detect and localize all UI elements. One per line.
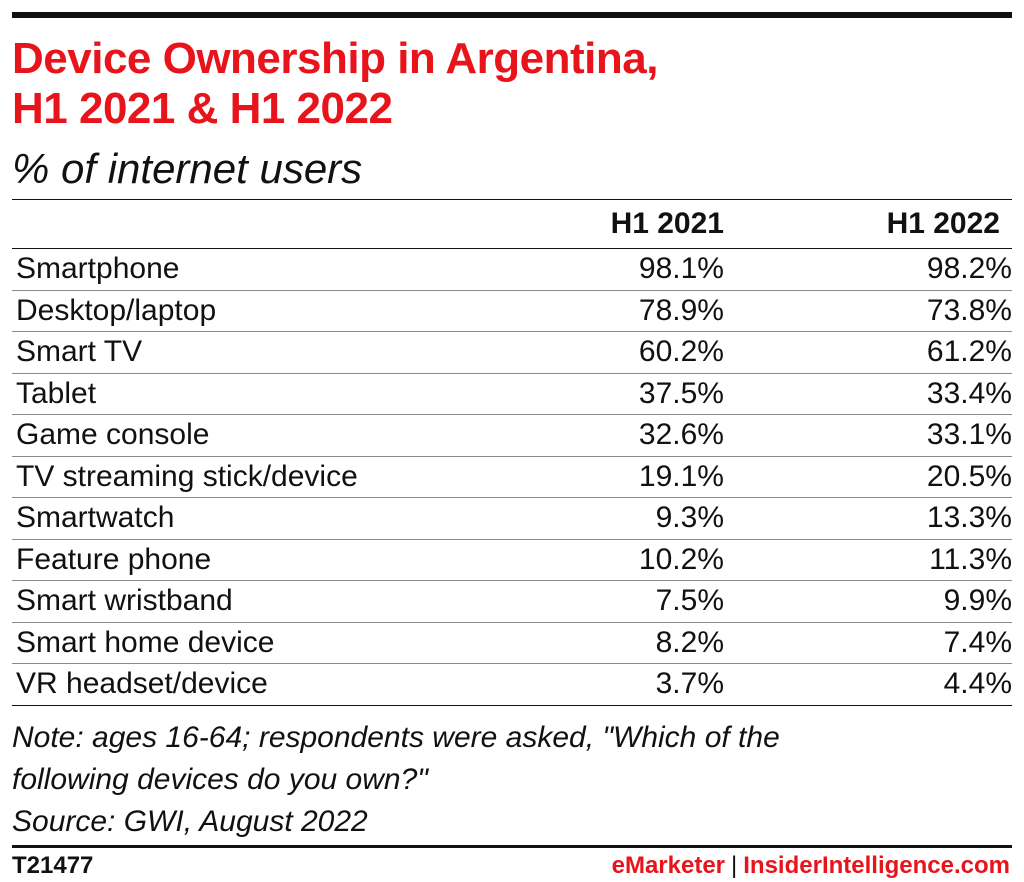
chart-note: Note: ages 16-64; respondents were asked… bbox=[12, 717, 1002, 843]
value-h1-2021: 8.2% bbox=[655, 625, 724, 659]
value-h1-2021: 37.5% bbox=[638, 376, 724, 410]
chart-title-line-2: H1 2021 & H1 2022 bbox=[12, 84, 393, 133]
value-h1-2021: 32.6% bbox=[638, 418, 724, 451]
value-h1-2022: 9.9% bbox=[943, 584, 1012, 617]
value-h1-2021: 78.9% bbox=[638, 293, 724, 327]
value-h1-2022: 61.2% bbox=[926, 335, 1012, 368]
value-h1-2021: 7.5% bbox=[655, 584, 724, 617]
table-row: Smart home device 8.2% 7.4% bbox=[12, 623, 1012, 664]
value-h1-2021: 3.7% bbox=[655, 667, 724, 700]
row-label: Feature phone bbox=[16, 542, 212, 576]
table-row: Feature phone 10.2% 11.3% bbox=[12, 540, 1012, 581]
row-label: Smartphone bbox=[16, 252, 180, 285]
value-h1-2022: 20.5% bbox=[926, 459, 1012, 493]
row-label: VR headset/device bbox=[16, 667, 268, 700]
row-label: Desktop/laptop bbox=[16, 293, 217, 327]
table-row: Smartphone 98.1% 98.2% bbox=[12, 249, 1012, 291]
value-h1-2021: 98.1% bbox=[638, 252, 724, 285]
value-h1-2022: 98.2% bbox=[926, 252, 1012, 285]
column-header-h1-2022: H1 2022 bbox=[886, 207, 1000, 240]
value-h1-2021: 19.1% bbox=[638, 459, 724, 493]
source-line: Source: GWI, August 2022 bbox=[12, 805, 368, 838]
row-label: Smart TV bbox=[16, 335, 143, 368]
table-row: Smart wristband 7.5% 9.9% bbox=[12, 581, 1012, 623]
table-body: Smartphone 98.1% 98.2% Desktop/laptop 78.9% 7… bbox=[12, 249, 1012, 706]
table-row: Smartwatch 9.3% 13.3% bbox=[12, 498, 1012, 540]
table-row: VR headset/device 3.7% 4.4% bbox=[12, 664, 1012, 706]
chart-title: Device Ownership in Argentina, H1 2021 &… bbox=[12, 34, 1002, 134]
table-row: Smart TV 60.2% 61.2% bbox=[12, 332, 1012, 374]
note-line-2: following devices do you own?" bbox=[12, 763, 428, 796]
value-h1-2022: 7.4% bbox=[943, 625, 1012, 659]
table-header: H1 2021 H1 2022 bbox=[12, 199, 1012, 249]
data-table: H1 2021 H1 2022 Smartphone 98.1% 98.2% Desk… bbox=[12, 199, 1012, 706]
brand-separator: | bbox=[731, 852, 738, 879]
bottom-rule bbox=[12, 845, 1012, 848]
table-row: TV streaming stick/device 19.1% 20.5% bbox=[12, 457, 1012, 498]
note-line-1: Note: ages 16-64; respondents were asked… bbox=[12, 721, 780, 754]
value-h1-2022: 33.1% bbox=[926, 418, 1012, 451]
value-h1-2022: 33.4% bbox=[926, 376, 1012, 410]
chart-id: T21477 bbox=[12, 852, 94, 879]
row-label: Game console bbox=[16, 418, 210, 451]
row-label: Smartwatch bbox=[16, 501, 175, 534]
brand-insider-intelligence: InsiderIntelligence.com bbox=[743, 852, 1010, 879]
value-h1-2021: 9.3% bbox=[655, 501, 724, 534]
row-label: Smart home device bbox=[16, 625, 275, 659]
row-label: Smart wristband bbox=[16, 584, 233, 617]
table-row: Tablet 37.5% 33.4% bbox=[12, 374, 1012, 415]
value-h1-2021: 10.2% bbox=[638, 542, 724, 576]
value-h1-2022: 73.8% bbox=[926, 293, 1012, 327]
table-row: Desktop/laptop 78.9% 73.8% bbox=[12, 291, 1012, 332]
top-rule bbox=[12, 12, 1012, 18]
column-header-h1-2021: H1 2021 bbox=[610, 207, 724, 240]
table-row: Game console 32.6% 33.1% bbox=[12, 415, 1012, 457]
brand-emarketer: eMarketer bbox=[611, 852, 726, 879]
value-h1-2022: 4.4% bbox=[943, 667, 1012, 700]
chart-title-line-1: Device Ownership in Argentina, bbox=[12, 34, 658, 83]
value-h1-2022: 11.3% bbox=[929, 542, 1012, 576]
row-label: TV streaming stick/device bbox=[16, 459, 358, 493]
value-h1-2021: 60.2% bbox=[638, 335, 724, 368]
footer-brand: eMarketer | InsiderIntelligence.com bbox=[612, 852, 1010, 880]
value-h1-2022: 13.3% bbox=[926, 501, 1012, 534]
row-label: Tablet bbox=[16, 376, 97, 410]
chart-subtitle: % of internet users bbox=[12, 145, 363, 192]
